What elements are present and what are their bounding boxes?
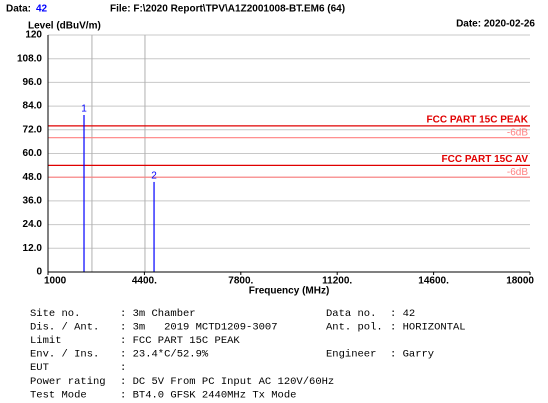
x-axis-label: Frequency (MHz)	[249, 286, 330, 297]
y-tick-label: 12.0	[23, 243, 43, 254]
file-name: File: F:\2020 Report\TPV\A1Z2001008-BT.E…	[110, 4, 345, 15]
info-text: Env. / Ins.	[30, 349, 99, 361]
info-text: : Garry	[390, 349, 434, 361]
date: Date: 2020-02-26	[456, 19, 535, 30]
y-tick-label: 120	[25, 30, 42, 41]
y-tick-label: 24.0	[23, 219, 43, 230]
info-text: : 23.4*C/52.9%	[120, 349, 209, 361]
limit-label: -6dB	[507, 167, 528, 178]
x-tick-label: 11200.	[322, 276, 352, 287]
info-text: : 3m 2019 MCTD1209-3007	[120, 321, 278, 333]
info-text: : HORIZONTAL	[390, 321, 466, 333]
x-tick-label: 4400.	[132, 276, 157, 287]
info-text: Limit	[30, 335, 62, 347]
y-tick-label: 36.0	[23, 196, 43, 207]
y-axis-label: Level (dBuV/m)	[28, 21, 101, 32]
info-text: : BT4.0 GFSK 2440MHz Tx Mode	[120, 389, 296, 401]
y-tick-label: 48.0	[23, 172, 43, 183]
x-tick-label: 7800.	[228, 276, 253, 287]
info-text: Engineer	[326, 349, 376, 361]
y-tick-label: 60.0	[23, 148, 43, 159]
y-tick-label: 108.0	[17, 53, 42, 64]
y-tick-label: 96.0	[23, 77, 43, 88]
info-text: Site no.	[30, 308, 80, 320]
info-text: : 42	[390, 308, 415, 320]
limit-label: FCC PART 15C PEAK	[427, 114, 529, 125]
y-tick-label: 72.0	[23, 124, 43, 135]
info-text: Power rating	[30, 376, 106, 388]
limit-label: -6dB	[507, 127, 528, 138]
info-text: : FCC PART 15C PEAK	[120, 335, 240, 347]
y-tick-label: 84.0	[23, 101, 43, 112]
info-text: : DC 5V From PC Input AC 120V/60Hz	[120, 376, 334, 388]
marker-label: 2	[151, 171, 157, 182]
info-text: : 3m Chamber	[120, 308, 196, 320]
info-text: EUT	[30, 362, 49, 374]
info-text: Ant. pol.	[326, 321, 383, 333]
info-text: Data no.	[326, 308, 376, 320]
info-text: Dis. / Ant.	[30, 321, 99, 333]
data-label: Data:	[6, 4, 31, 15]
data-number: 42	[36, 4, 48, 15]
marker-label: 1	[81, 104, 87, 115]
info-text: :	[120, 362, 126, 374]
info-text: Test Mode	[30, 389, 87, 401]
x-tick-label: 1000	[44, 276, 67, 287]
x-tick-label: 14600.	[418, 276, 449, 287]
limit-label: FCC PART 15C AV	[442, 154, 529, 165]
y-tick-label: 0	[36, 267, 42, 278]
x-tick-label: 18000	[506, 276, 534, 287]
